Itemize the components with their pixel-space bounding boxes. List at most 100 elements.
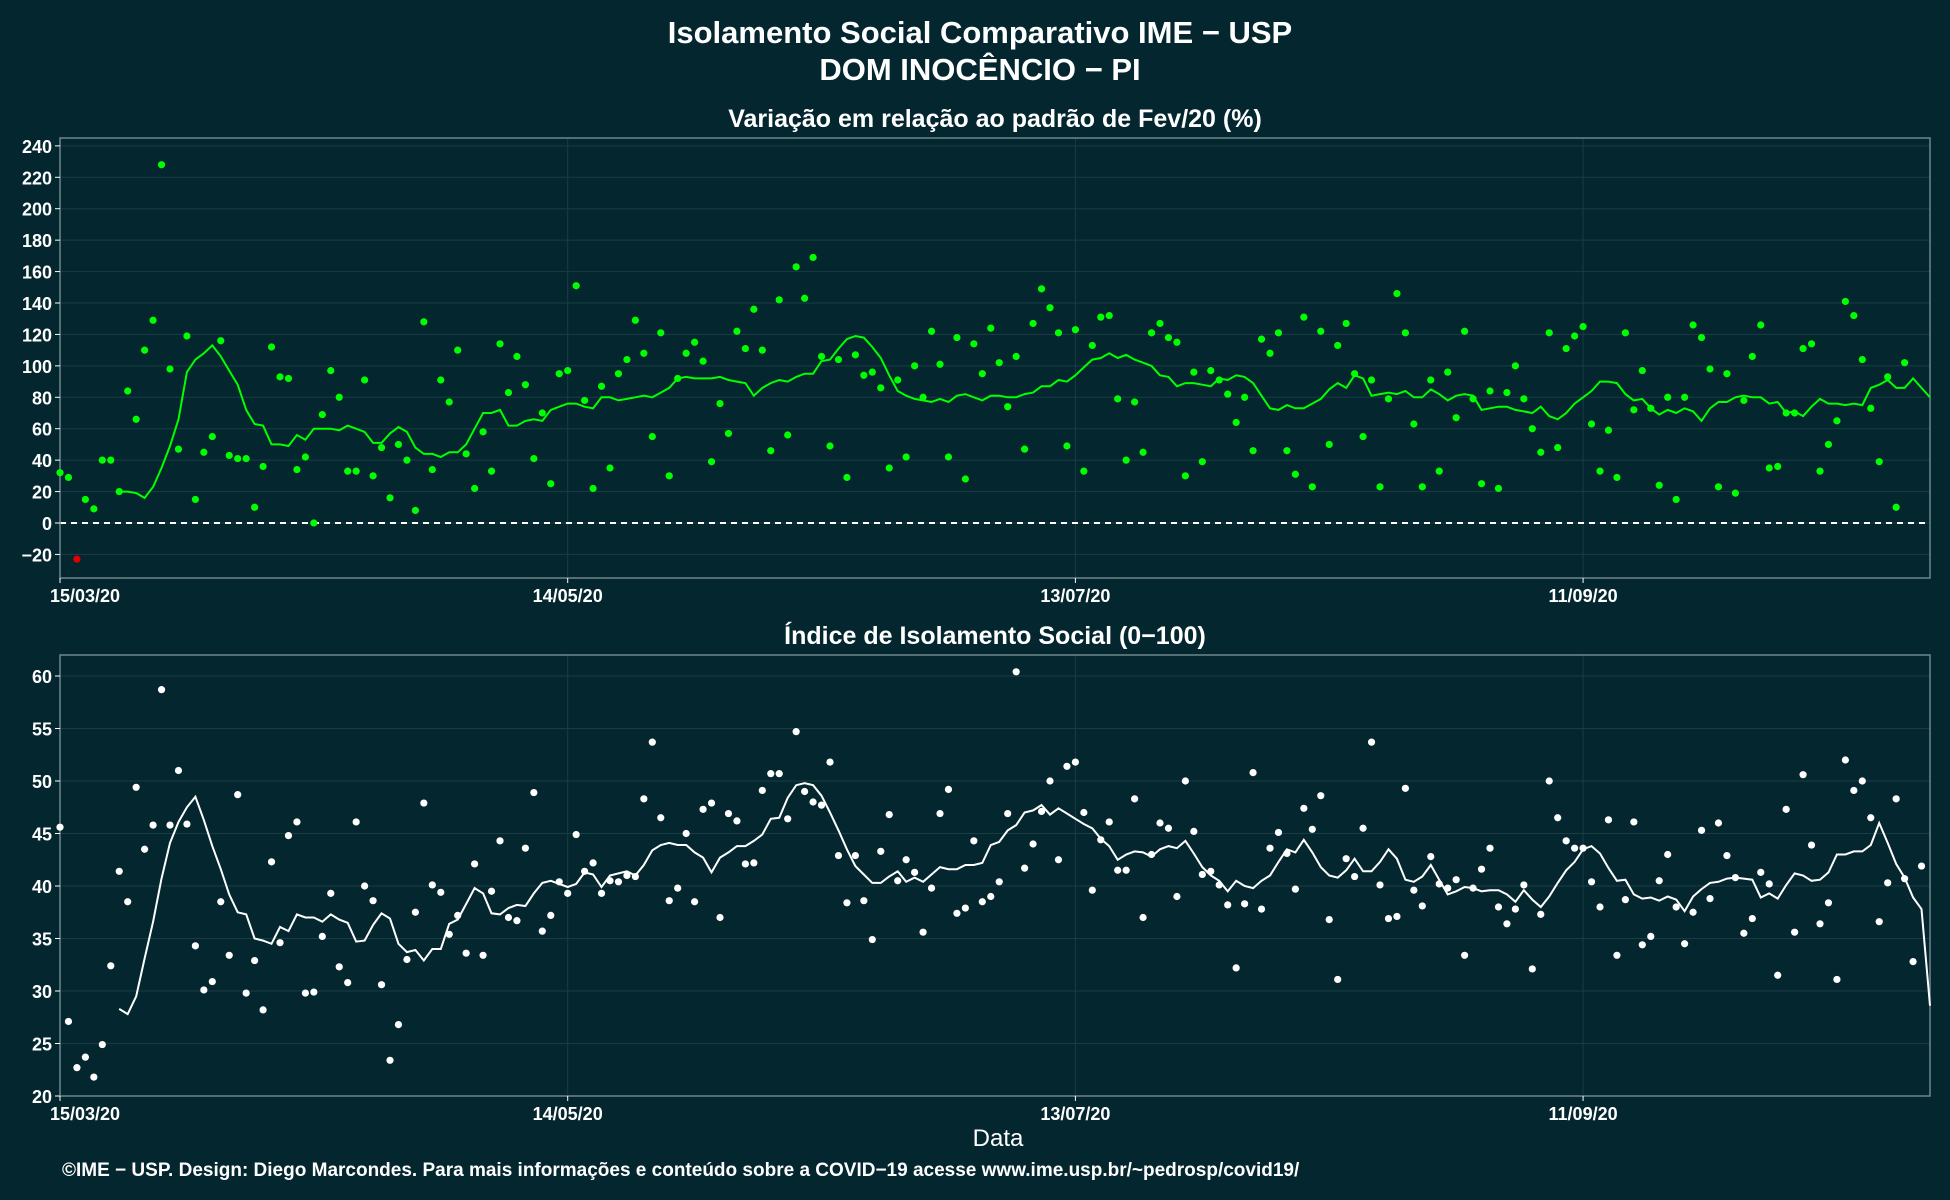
data-point (1867, 404, 1875, 412)
data-point (826, 758, 834, 766)
data-point (775, 296, 783, 304)
data-point (987, 324, 995, 332)
data-point (1875, 918, 1883, 926)
data-point (1596, 467, 1604, 475)
y-tick-label: 180 (22, 231, 52, 251)
data-point (936, 809, 944, 818)
data-point (1418, 902, 1426, 910)
data-point (267, 343, 276, 351)
data-point (1384, 914, 1393, 923)
data-point (1587, 420, 1596, 428)
data-point (1071, 758, 1079, 766)
data-point (733, 817, 741, 825)
data-point (403, 955, 411, 964)
data-point (1274, 828, 1283, 837)
data-point (1884, 373, 1892, 381)
data-point (1249, 447, 1257, 455)
data-point (1215, 881, 1223, 889)
data-point (420, 799, 428, 807)
data-point (1317, 327, 1325, 335)
data-point (352, 818, 360, 826)
data-point (1114, 866, 1122, 874)
data-point (1012, 352, 1020, 361)
data-point (817, 352, 826, 361)
data-point (1435, 880, 1443, 888)
data-point (369, 897, 377, 905)
data-point (1681, 940, 1689, 948)
data-point (394, 440, 403, 449)
data-point (1427, 853, 1435, 861)
data-point (1697, 333, 1706, 342)
data-point (1410, 420, 1418, 428)
data-point (1444, 368, 1452, 376)
data-point (767, 770, 775, 778)
data-point (1486, 844, 1494, 852)
data-point (1901, 359, 1909, 367)
data-point (98, 1040, 106, 1049)
data-point (293, 818, 301, 826)
data-point (1088, 886, 1096, 894)
x-tick-label: 15/03/20 (50, 1104, 120, 1124)
data-point (1384, 395, 1393, 403)
data-point (1241, 900, 1249, 908)
y-tick-label: 160 (22, 263, 52, 283)
data-point (479, 951, 487, 959)
data-point (547, 480, 555, 488)
data-point (1291, 885, 1299, 893)
data-point (1681, 393, 1689, 401)
data-point (437, 888, 445, 896)
data-point (183, 332, 191, 340)
data-point (1833, 417, 1841, 425)
data-point (1342, 319, 1350, 328)
data-point (1300, 804, 1308, 812)
data-point (716, 913, 724, 922)
data-point (944, 785, 953, 794)
data-point (462, 949, 470, 957)
data-point (437, 376, 445, 384)
data-point (335, 393, 343, 401)
data-point (377, 981, 386, 989)
data-point (1054, 329, 1063, 337)
data-point (868, 368, 876, 376)
data-point (674, 374, 682, 383)
data-point (1173, 338, 1181, 346)
data-point (1655, 481, 1663, 489)
data-point (1511, 362, 1519, 370)
data-point (284, 374, 293, 383)
data-point (1731, 489, 1739, 497)
data-point (724, 429, 733, 438)
data-point (107, 456, 115, 464)
data-point (1359, 824, 1367, 832)
y-tick-label: 20 (32, 1087, 52, 1107)
data-point (1579, 322, 1587, 331)
data-point (1131, 795, 1139, 803)
data-point (758, 346, 766, 354)
data-point (1452, 414, 1460, 422)
data-point (902, 453, 910, 461)
data-point (995, 359, 1003, 367)
data-point (1816, 920, 1824, 928)
data-point (1545, 777, 1553, 785)
data-point (1334, 975, 1342, 984)
data-point (648, 432, 656, 441)
y-tick-label: 60 (32, 420, 52, 440)
data-point (877, 384, 885, 392)
data-point (1012, 668, 1020, 676)
data-point (191, 495, 199, 504)
data-point (1875, 458, 1883, 466)
data-point (1579, 844, 1587, 852)
data-point (124, 898, 132, 906)
y-tick-label: 120 (22, 325, 52, 345)
data-point (344, 979, 352, 987)
data-point (1757, 868, 1765, 876)
y-tick-label: 40 (32, 451, 52, 471)
data-point (1300, 313, 1308, 321)
data-point (1697, 826, 1706, 834)
data-point (944, 453, 953, 461)
data-point (1554, 814, 1562, 822)
data-point (1308, 483, 1316, 491)
data-point (1824, 440, 1833, 449)
data-point (1147, 329, 1156, 337)
data-point (1858, 777, 1866, 785)
data-point (1494, 903, 1503, 911)
